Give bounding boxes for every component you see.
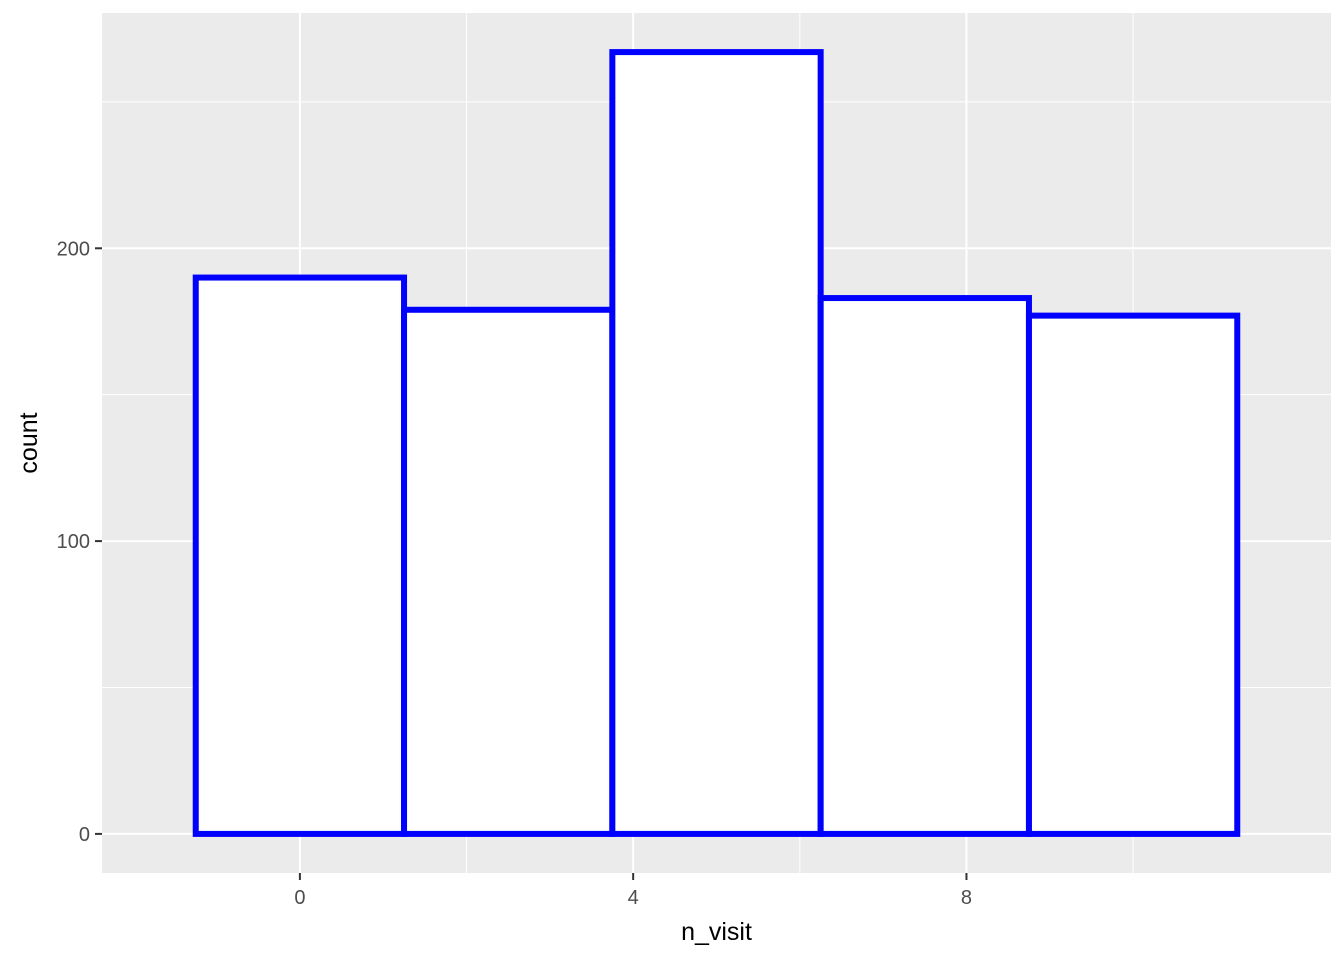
histogram-bar [1025,312,1241,837]
y-tick-label: 0 [79,824,90,846]
histogram-bar [817,295,1032,837]
x-tick-label: 0 [294,887,305,909]
histogram-bar [609,49,824,837]
x-tick-label: 8 [961,887,972,909]
x-tick-label: 4 [628,887,639,909]
histogram-bar [401,306,616,837]
x-axis-title: n_visit [681,918,752,946]
axes: 0 4 8 0 100 200 [57,238,972,909]
histogram-bar [192,274,408,837]
y-axis-title: count [15,412,43,473]
y-tick-label: 200 [57,238,90,260]
bars [192,49,1241,837]
y-tick-label: 100 [57,531,90,553]
